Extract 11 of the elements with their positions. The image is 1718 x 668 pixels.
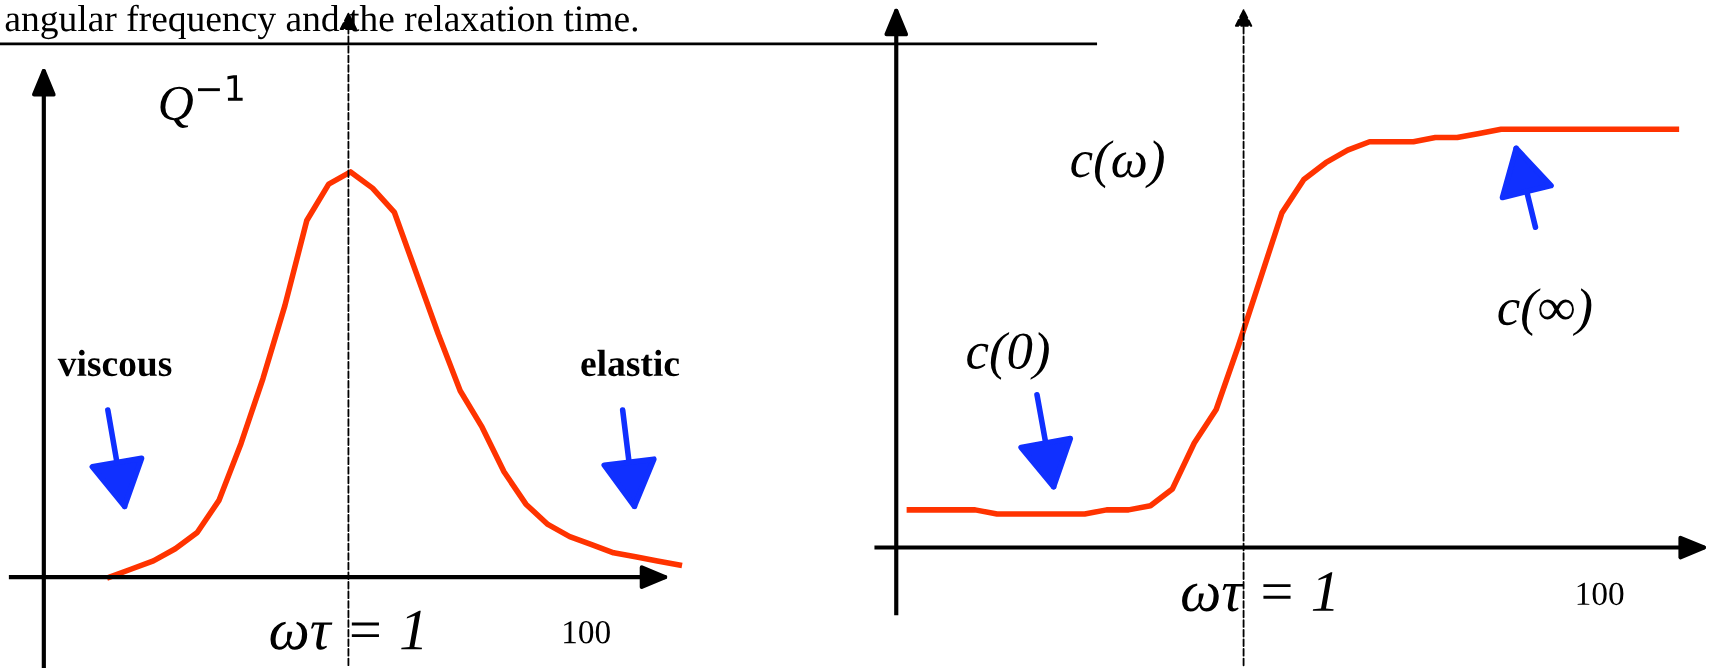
annotation: elastic [581, 349, 680, 377]
text: Q$^{−1}$ [160, 75, 243, 128]
annotation: c(∞) [1498, 288, 1592, 337]
chart-title: angular frequency and the relaxation time. [5, 4, 638, 40]
text: 100 [1577, 582, 1624, 606]
text: ωτ = 1 [270, 610, 423, 650]
text: ωτ = 1 [1182, 572, 1334, 612]
annotation: c(ω) [1071, 140, 1164, 189]
annotation: c(0) [967, 331, 1049, 380]
text: 100 [564, 621, 610, 644]
annotation: viscous [57, 349, 172, 377]
